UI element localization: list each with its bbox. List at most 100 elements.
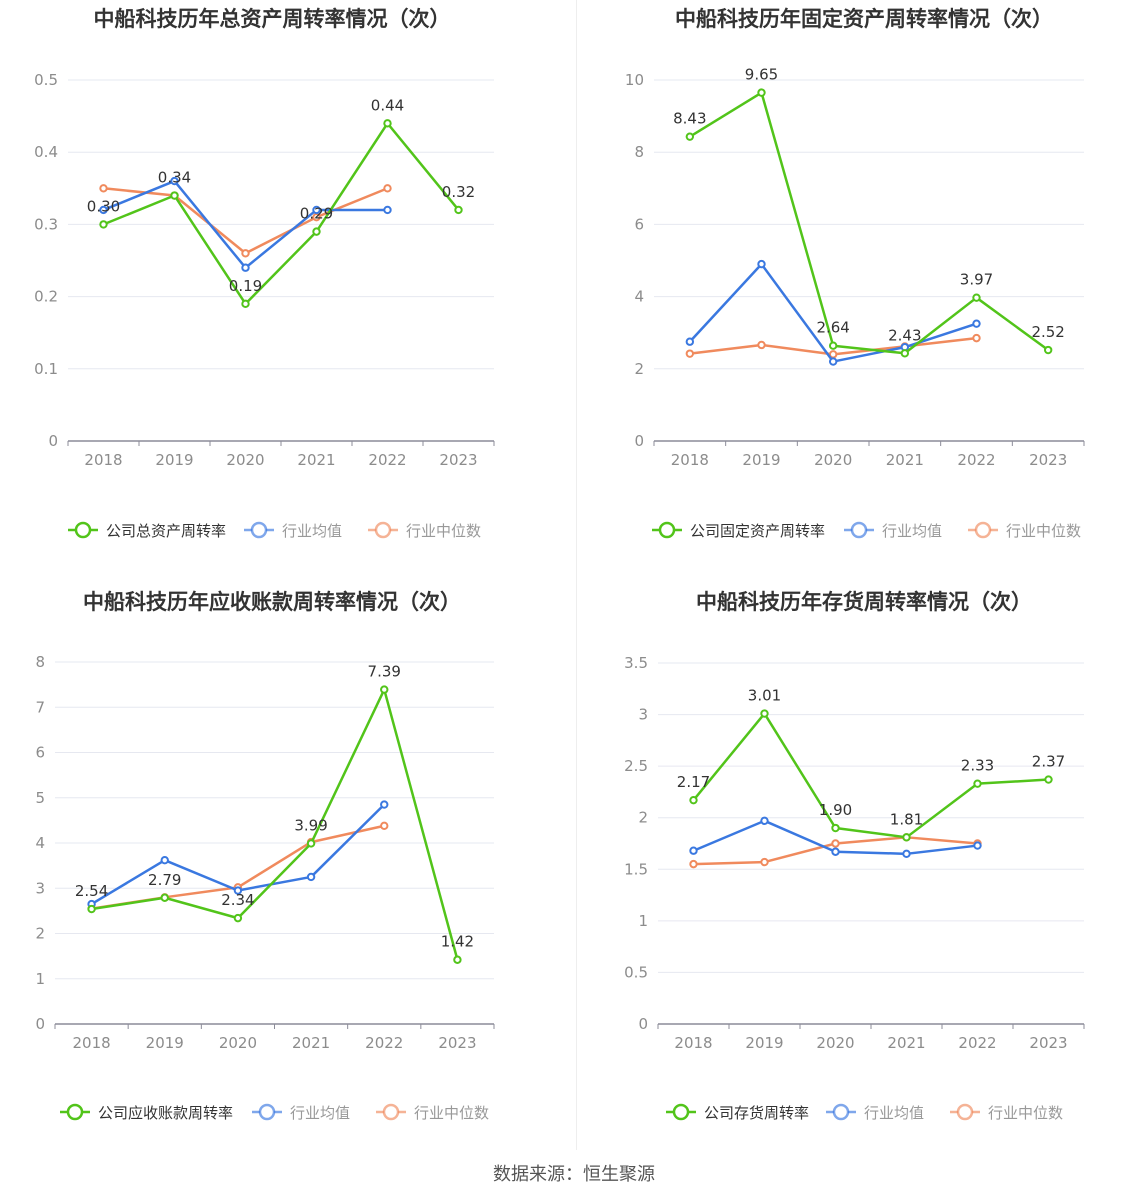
data-point-company: [972, 293, 981, 302]
data-label: 0.34: [158, 169, 191, 187]
y-tick-label: 4: [634, 288, 644, 306]
data-point-average: [306, 872, 316, 882]
data-label: 2.54: [75, 882, 108, 900]
chart-svg: 中船科技历年总资产周转率情况（次） 0 0.1 0.2 0.3 0.4 0.5 2018 201…: [34, 7, 495, 540]
data-point-median: [383, 184, 392, 193]
x-tick-label: 2018: [72, 1034, 110, 1052]
y-tick-label: 10: [625, 71, 644, 89]
y-tick-label: 0.5: [624, 963, 648, 981]
y-tick-label: 3: [35, 879, 45, 897]
data-point-average: [972, 319, 981, 328]
data-point-company: [902, 833, 911, 842]
data-label: 2.34: [221, 891, 254, 909]
legend-label: 行业中位数: [414, 1104, 489, 1122]
x-tick-label: 2022: [365, 1034, 403, 1052]
data-label: 2.79: [148, 871, 181, 889]
y-tick-label: 1: [35, 970, 45, 988]
data-point-company: [87, 904, 96, 914]
chart-title: 中船科技历年存货周转率情况（次）: [696, 590, 1032, 614]
data-point-average: [383, 205, 392, 215]
y-tick-label: 5: [35, 789, 45, 807]
chart-title: 中船科技历年总资产周转率情况（次）: [94, 7, 451, 31]
y-tick-label: 2: [634, 360, 644, 378]
legend-swatch-marker: [382, 1103, 400, 1121]
data-label: 0.32: [442, 183, 475, 201]
data-point-median: [972, 333, 981, 343]
series-line-median: [103, 187, 388, 255]
data-source-text: 数据来源：恒生聚源: [493, 1164, 655, 1185]
chart-total-asset-turnover: 中船科技历年总资产周转率情况（次） 0 0.1 0.2 0.3 0.4 0.5 2018 201…: [0, 0, 574, 580]
x-tick-label: 2022: [958, 1034, 996, 1052]
legend-label: 公司存货周转率: [704, 1104, 809, 1122]
y-tick-label: 0: [48, 432, 58, 450]
y-tick-label: 2: [638, 809, 648, 827]
data-point-median: [241, 249, 250, 258]
chart-svg: 中船科技历年固定资产周转率情况（次） 0 2 4 6 8 10 2018 2019 2020 202…: [625, 7, 1085, 540]
x-tick-label: 2021: [886, 451, 924, 469]
x-tick-label: 2022: [957, 451, 995, 469]
legend-swatch-marker: [850, 521, 868, 539]
data-point-median: [689, 859, 698, 869]
y-tick-label: 2: [35, 925, 45, 943]
y-tick-label: 6: [35, 744, 45, 762]
data-point-average: [160, 855, 169, 865]
y-tick-label: 1: [638, 912, 648, 930]
data-point-company: [685, 132, 695, 141]
legend-label: 行业中位数: [406, 522, 481, 540]
x-tick-label: 2022: [368, 451, 406, 469]
legend-swatch-marker: [672, 1103, 690, 1121]
series-line-company: [692, 712, 1049, 839]
legend-swatch-marker: [74, 521, 92, 539]
data-point-median: [99, 184, 108, 193]
chart-svg: 中船科技历年应收账款周转率情况（次） 0 1 2 3 4 5 6 7 8 2018 2019 2020 2…: [35, 590, 495, 1122]
data-point-company: [757, 88, 766, 97]
y-tick-label: 2.5: [624, 757, 648, 775]
x-tick-label: 2018: [674, 1034, 712, 1052]
data-label: 1.81: [890, 810, 923, 828]
data-point-company: [241, 299, 250, 309]
legend-label: 公司总资产周转率: [106, 522, 226, 540]
y-tick-label: 0: [634, 432, 644, 450]
y-tick-label: 0.4: [34, 143, 58, 161]
panel-divider: [576, 0, 577, 1150]
data-point-average: [312, 205, 321, 215]
data-point-average: [757, 259, 766, 269]
data-point-company: [380, 685, 389, 694]
data-point-average: [902, 849, 911, 859]
data-point-company: [453, 955, 462, 964]
x-tick-label: 2019: [742, 451, 780, 469]
data-point-company: [828, 341, 838, 350]
data-point-median: [757, 340, 766, 350]
series-line-company: [91, 688, 459, 961]
data-point-average: [831, 847, 840, 856]
data-point-company: [99, 220, 108, 229]
data-point-average: [760, 816, 769, 826]
data-point-company: [383, 119, 392, 128]
data-label: 1.42: [441, 933, 474, 951]
legend-label: 行业中位数: [1006, 522, 1081, 540]
data-point-company: [312, 227, 321, 236]
x-tick-label: 2020: [226, 451, 264, 469]
legend-swatch-marker: [956, 1103, 974, 1121]
x-tick-label: 2023: [439, 451, 477, 469]
legend-label: 行业均值: [290, 1104, 350, 1122]
x-tick-label: 2023: [1029, 451, 1067, 469]
data-point-company: [973, 779, 982, 788]
x-tick-label: 2021: [297, 451, 335, 469]
series-line-company: [103, 122, 460, 306]
x-tick-label: 2018: [84, 451, 122, 469]
x-tick-label: 2021: [887, 1034, 925, 1052]
data-label: 2.17: [677, 773, 710, 791]
data-point-company: [1043, 345, 1053, 355]
y-tick-label: 0.1: [34, 360, 58, 378]
legend-swatch-marker: [974, 521, 992, 539]
x-tick-label: 2021: [292, 1034, 330, 1052]
chart-fixed-asset-turnover: 中船科技历年固定资产周转率情况（次） 0 2 4 6 8 10 2018 2019 2020 202…: [574, 0, 1148, 580]
chart-svg: 中船科技历年存货周转率情况（次） 0 0.5 1 1.5 2 2.5 3 3.5 2018 2019…: [624, 590, 1085, 1122]
y-tick-label: 0.5: [34, 71, 58, 89]
chart-receivable-turnover: 中船科技历年应收账款周转率情况（次） 0 1 2 3 4 5 6 7 8 2018 2019 2020 2…: [0, 583, 574, 1163]
y-tick-label: 7: [35, 698, 45, 716]
data-label: 2.37: [1032, 753, 1065, 771]
data-point-average: [685, 337, 695, 346]
data-label: 3.97: [960, 271, 993, 289]
